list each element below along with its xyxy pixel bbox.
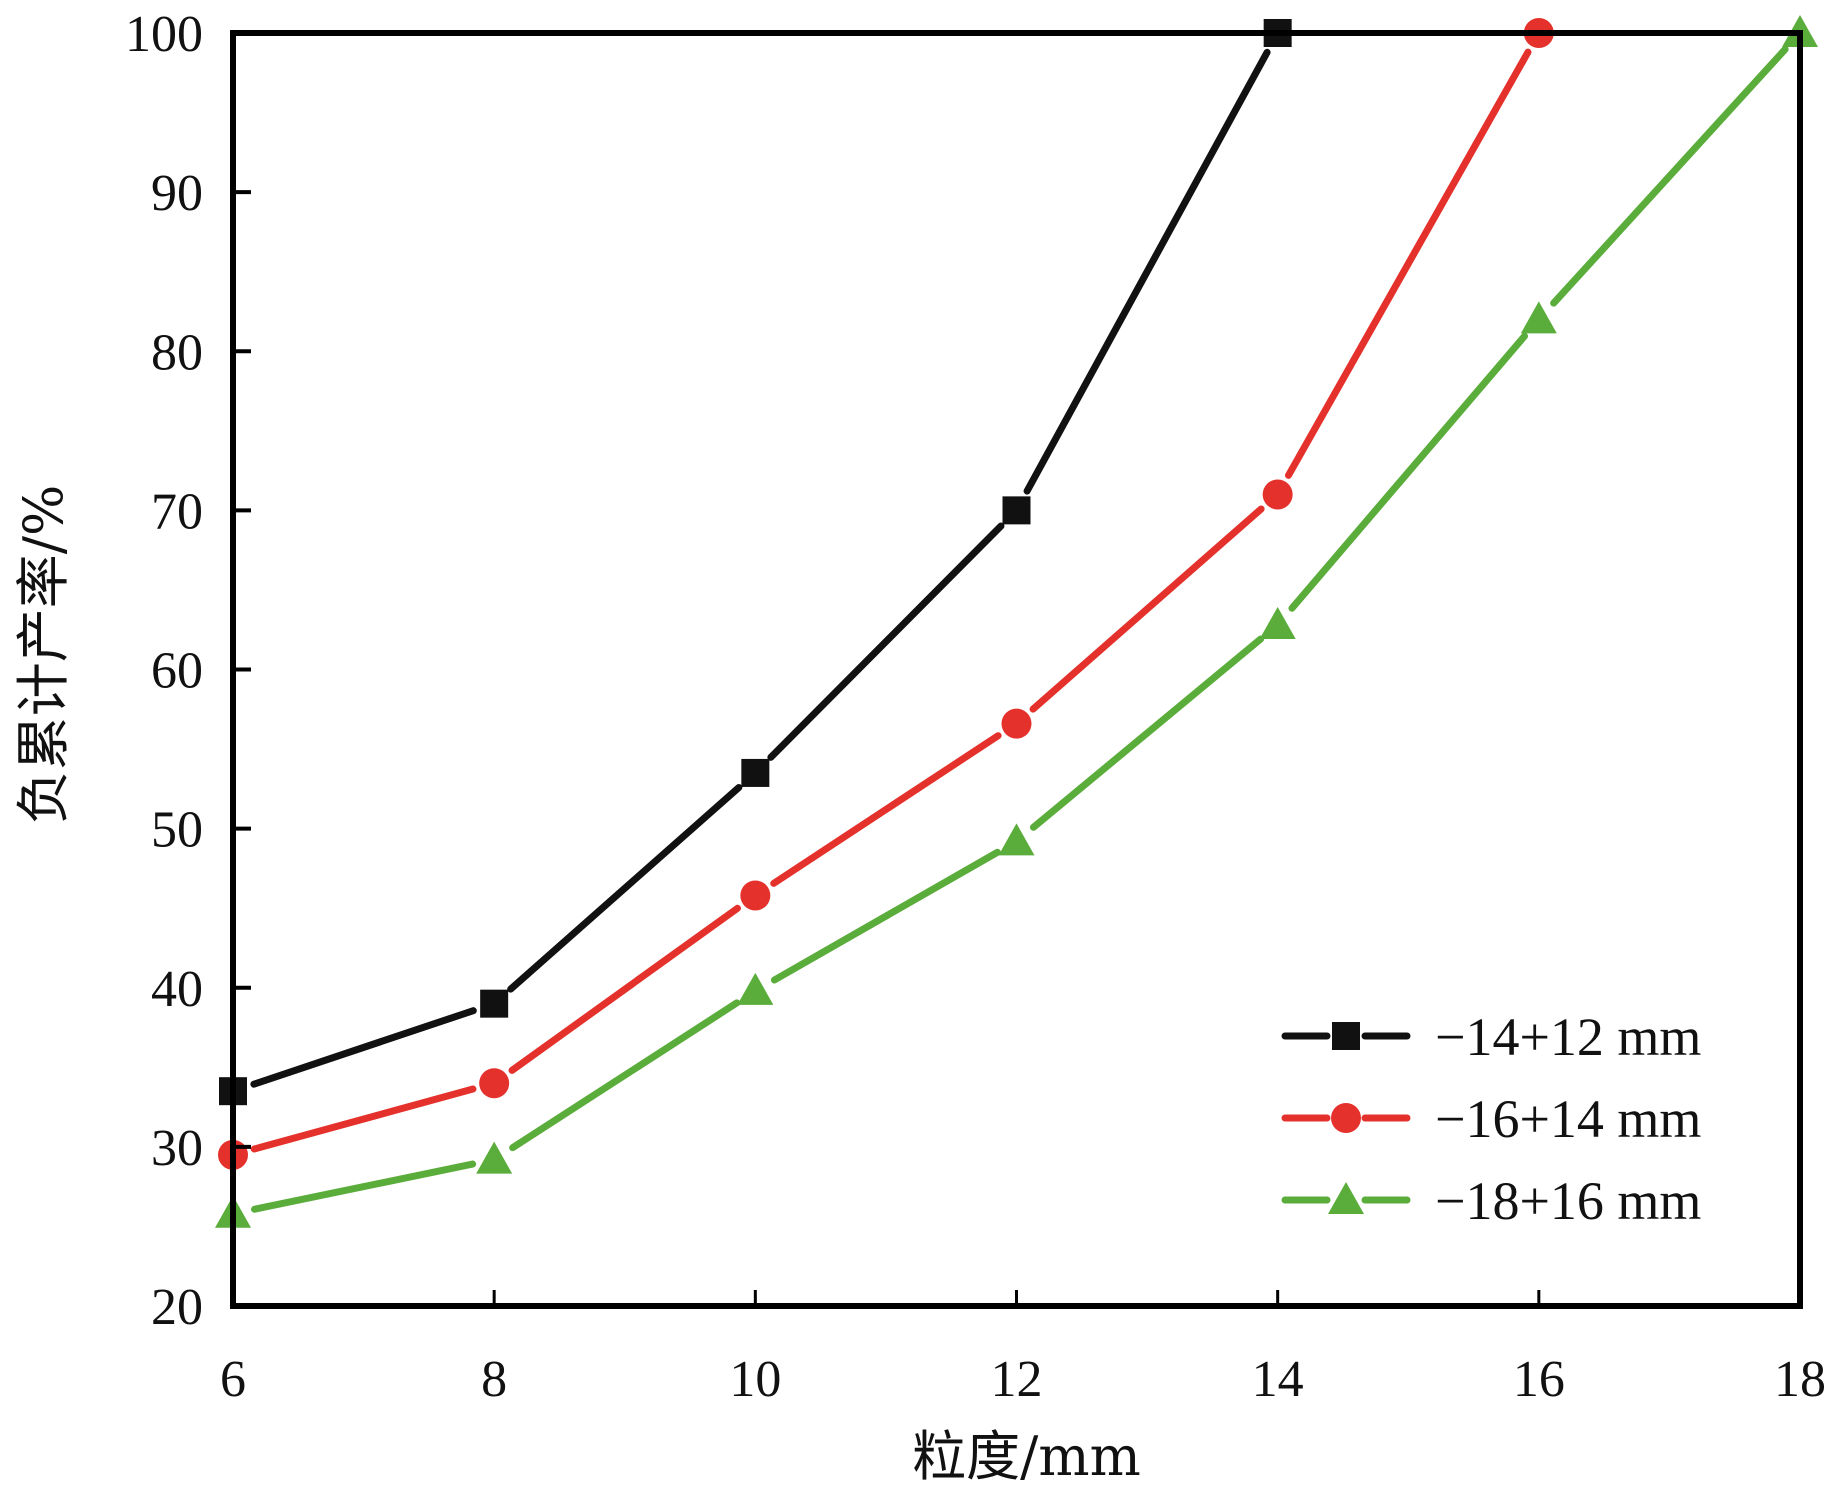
series-triangle: [215, 15, 1818, 1228]
y-tick-label: 50: [151, 802, 203, 859]
legend-marker-triangle: [1328, 1182, 1364, 1214]
y-tick-label: 80: [151, 324, 203, 381]
x-tick-label: 14: [1252, 1351, 1304, 1408]
data-point-circle: [1262, 479, 1293, 510]
data-point-triangle: [1520, 301, 1557, 334]
series-line-segment: [250, 1007, 477, 1088]
x-tick-label: 6: [220, 1351, 246, 1408]
ticks-layer: [233, 190, 1541, 1306]
y-tick-label: 20: [151, 1279, 203, 1336]
data-point-square: [1002, 496, 1031, 525]
series-line-segment: [1029, 505, 1265, 713]
y-tick-label: 60: [151, 643, 203, 700]
y-tick-label: 40: [151, 961, 203, 1018]
x-tick-label: 18: [1774, 1351, 1826, 1408]
legend-label: −18+16 mm: [1435, 1171, 1701, 1231]
series-line-segment: [507, 783, 743, 993]
series-line-segment: [1029, 635, 1265, 831]
data-point-square: [480, 989, 509, 1018]
series-line-segment: [1023, 48, 1271, 495]
y-tick-label: 70: [151, 483, 203, 540]
series-circle: [218, 18, 1554, 1170]
series-square: [219, 19, 1292, 1106]
legend-label: −14+12 mm: [1435, 1007, 1701, 1067]
legend-marker-square: [1332, 1022, 1360, 1050]
series-line-segment: [1550, 45, 1789, 307]
tick-labels: 6 8 10 12 14 16 18 20 30 40 50 60 70 80 90 100: [125, 6, 1826, 1408]
data-point-triangle: [998, 823, 1035, 856]
data-point-circle: [479, 1068, 510, 1099]
data-point-triangle: [476, 1141, 513, 1174]
series-line-segment: [1285, 48, 1532, 479]
series-line-segment: [1288, 332, 1529, 612]
x-tick-label: 10: [729, 1351, 781, 1408]
data-point-square: [741, 758, 770, 787]
series-line-segment: [770, 848, 1001, 984]
data-point-triangle: [1259, 606, 1296, 639]
legend-item: −14+12 mm: [1281, 1007, 1701, 1067]
x-tick-label: 8: [481, 1351, 507, 1408]
legend-item: −18+16 mm: [1281, 1171, 1701, 1231]
legend-label: −16+14 mm: [1435, 1089, 1701, 1149]
x-tick-label: 12: [991, 1351, 1043, 1408]
legend-marker-circle: [1331, 1103, 1361, 1133]
legend-item: −16+14 mm: [1281, 1089, 1701, 1149]
data-point-circle: [1001, 708, 1032, 739]
y-tick-label: 30: [151, 1120, 203, 1177]
y-axis-title: 负累计产率/%: [12, 485, 75, 825]
y-tick-label: 90: [151, 165, 203, 222]
series-line-segment: [770, 732, 1002, 887]
series-layer: [215, 15, 1818, 1228]
series-line-segment: [250, 1085, 477, 1153]
series-line-segment: [509, 999, 741, 1152]
y-tick-label: 100: [125, 6, 203, 63]
series-line-segment: [251, 1160, 477, 1213]
data-point-triangle: [737, 972, 774, 1005]
series-line-segment: [767, 522, 1005, 761]
legend: −14+12 mm −16+14 mm −18+16 mm: [1281, 1007, 1701, 1231]
data-point-circle: [740, 880, 771, 911]
x-axis-title: 粒度/mm: [912, 1425, 1141, 1488]
series-line-segment: [508, 904, 741, 1074]
x-tick-label: 16: [1513, 1351, 1565, 1408]
